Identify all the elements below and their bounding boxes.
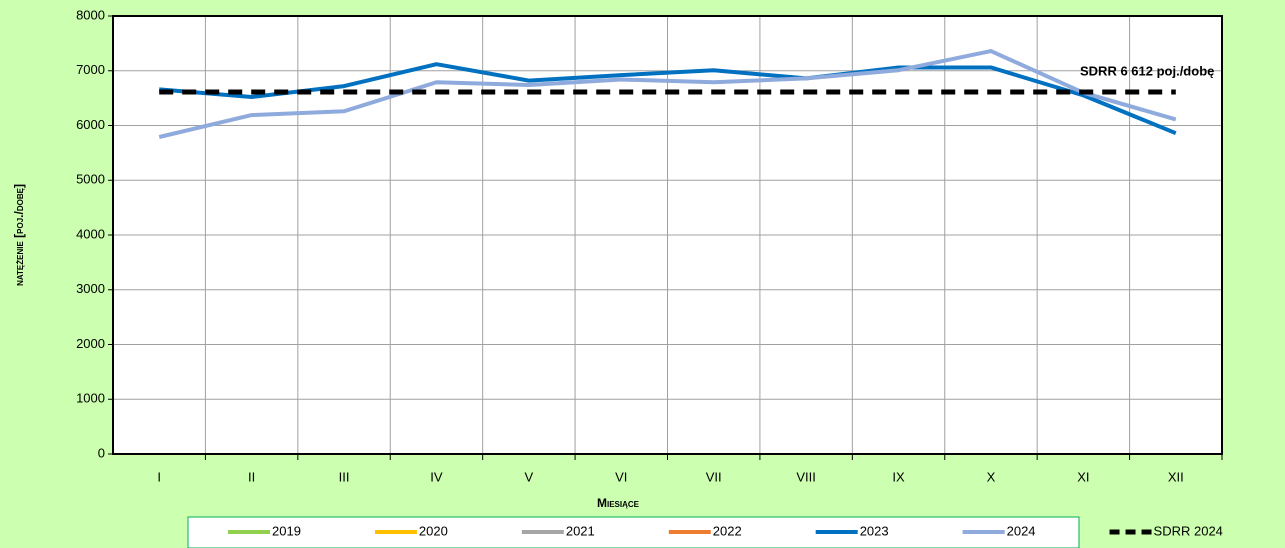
x-tick-label: II xyxy=(248,469,255,484)
y-tick-label: 8000 xyxy=(76,7,105,22)
legend-label: SDRR 2024 xyxy=(1154,523,1223,538)
legend-label: 2020 xyxy=(419,523,448,538)
y-tick-label: 2000 xyxy=(76,336,105,351)
x-tick-label: XII xyxy=(1168,469,1184,484)
y-tick-label: 5000 xyxy=(76,172,105,187)
x-tick-label: V xyxy=(525,469,534,484)
y-axis-title: natężenie [poj./dobę] xyxy=(12,184,26,286)
y-tick-label: 4000 xyxy=(76,226,105,241)
x-tick-label: I xyxy=(157,469,161,484)
x-tick-label: XI xyxy=(1077,469,1089,484)
series-line xyxy=(158,49,1177,139)
series-line xyxy=(159,62,1177,136)
annotation: SDRR 6 612 poj./dobę xyxy=(1080,63,1214,78)
x-tick-label: VI xyxy=(615,469,627,484)
y-tick-label: 3000 xyxy=(76,281,105,296)
x-axis-title: Miesiące xyxy=(597,496,640,510)
x-tick-label: IV xyxy=(430,469,443,484)
x-tick-label: III xyxy=(339,469,350,484)
y-tick-label: 0 xyxy=(98,445,105,460)
x-tick-label: VIII xyxy=(796,469,816,484)
y-tick-label: 7000 xyxy=(76,62,105,77)
x-tick-label: X xyxy=(987,469,996,484)
y-tick-label: 1000 xyxy=(76,391,105,406)
y-tick-label: 6000 xyxy=(76,117,105,132)
legend-label: 2019 xyxy=(272,523,301,538)
plot-border xyxy=(112,15,1223,455)
legend-label: 2022 xyxy=(713,523,742,538)
legend-label: 2021 xyxy=(566,523,595,538)
x-tick-label: IX xyxy=(892,469,905,484)
legend-label: 2024 xyxy=(1007,523,1036,538)
x-tick-label: VII xyxy=(706,469,722,484)
legend-label: 2023 xyxy=(860,523,889,538)
legend-box xyxy=(187,516,1080,548)
